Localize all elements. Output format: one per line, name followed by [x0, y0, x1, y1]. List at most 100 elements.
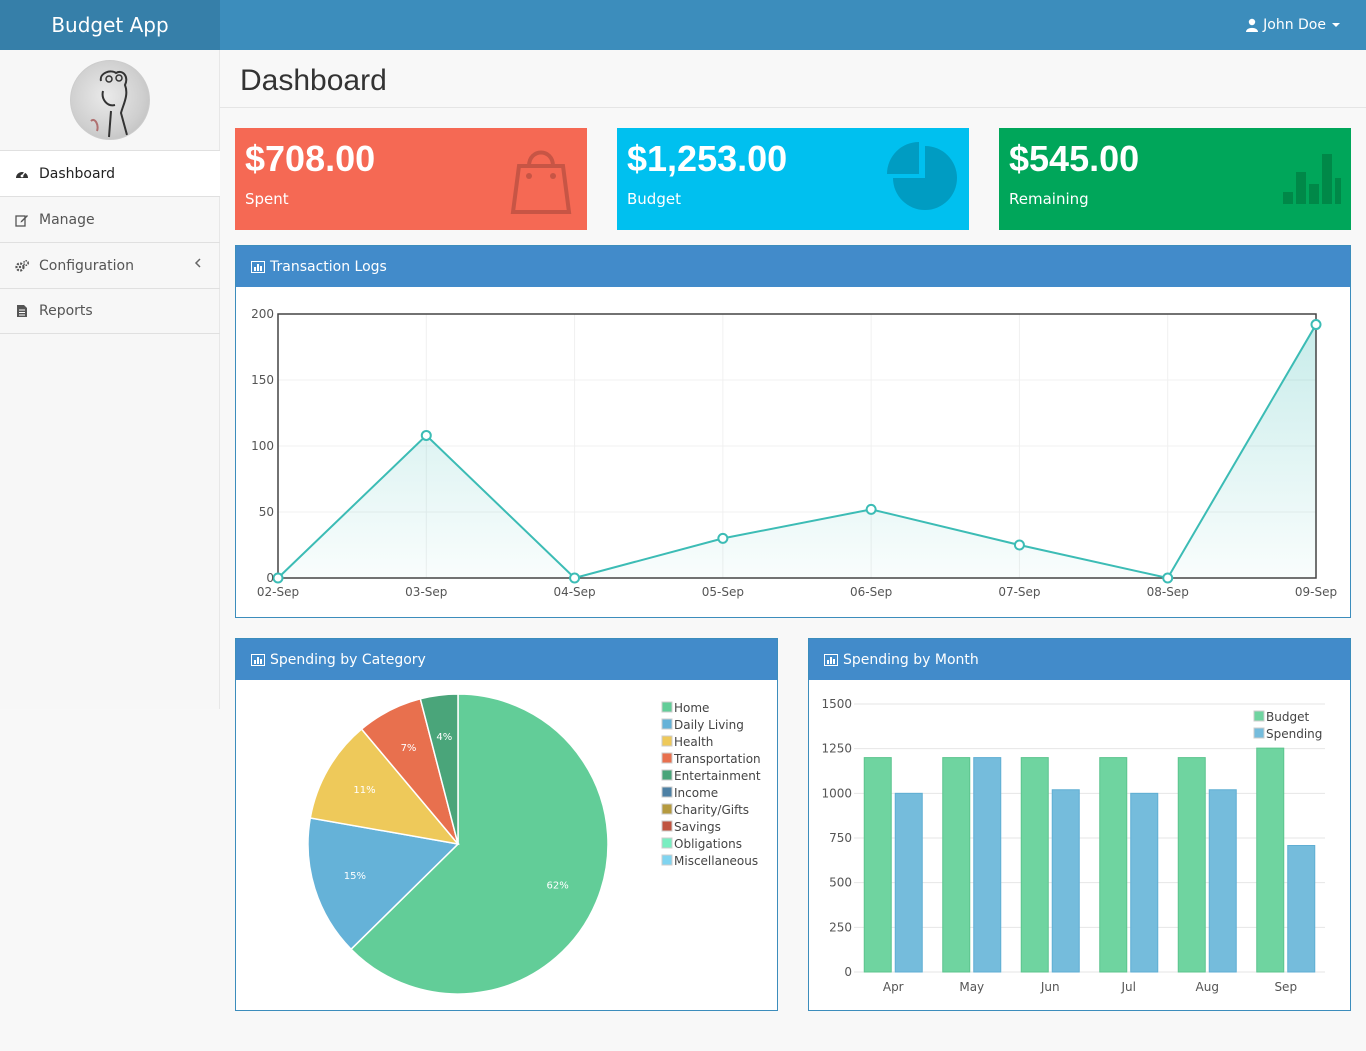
bar: [1287, 845, 1316, 973]
y-tick-label: 0: [844, 965, 852, 979]
legend-label: Income: [674, 786, 718, 800]
pie-slice: [309, 728, 460, 846]
bar: [1051, 789, 1080, 973]
stat-amount: $1,253.00: [627, 138, 788, 179]
legend-swatch: [661, 820, 673, 832]
x-tick-label: 07-Sep: [998, 585, 1040, 599]
sidebar-item-manage[interactable]: Manage: [0, 196, 220, 242]
bar: [1256, 747, 1285, 973]
bar: [942, 757, 971, 973]
top-navbar: John Doe: [220, 0, 1366, 50]
file-icon: [15, 304, 29, 318]
stat-box-spent: $708.00 Spent: [235, 128, 587, 230]
x-tick-label: 04-Sep: [553, 585, 595, 599]
legend-label: Spending: [1266, 727, 1322, 741]
pie-slice: [307, 817, 460, 951]
data-point: [717, 532, 729, 544]
stat-amount: $545.00: [1009, 138, 1140, 179]
sidebar-item-dashboard[interactable]: Dashboard: [0, 150, 220, 196]
data-point: [420, 429, 432, 441]
panel-header: Spending by Month: [809, 639, 1350, 680]
shopping-bag-icon: [510, 150, 572, 214]
y-tick-label: 1250: [821, 742, 852, 756]
avatar-image: [90, 70, 128, 138]
x-tick-label: 09-Sep: [1295, 585, 1337, 599]
pie-slice: [350, 693, 609, 995]
y-tick-label: 250: [829, 920, 852, 934]
user-icon: [1246, 18, 1259, 32]
bar: [1208, 789, 1237, 973]
y-tick-label: 150: [251, 373, 274, 387]
legend-label: Daily Living: [674, 718, 744, 732]
sidebar-item-label: Manage: [39, 211, 95, 228]
legend-swatch: [1253, 727, 1265, 739]
spending-by-month-panel: Spending by Month 0 250 500 750 1000 1250 1500…: [808, 638, 1351, 1011]
pie-slice-label: 11%: [353, 785, 375, 796]
pie-slice-label: 62%: [546, 881, 568, 892]
bar: [1177, 757, 1206, 973]
stat-label: Remaining: [1009, 190, 1089, 208]
sidebar-item-reports[interactable]: Reports: [0, 288, 220, 334]
legend-label: Savings: [674, 820, 721, 834]
stat-box-remaining: $545.00 Remaining: [999, 128, 1351, 230]
x-tick-label: 06-Sep: [850, 585, 892, 599]
user-menu[interactable]: John Doe: [1245, 0, 1340, 50]
x-tick-label: May: [959, 980, 984, 994]
data-point: [272, 572, 284, 584]
bar: [973, 757, 1002, 973]
legend-swatch: [661, 735, 673, 747]
y-tick-label: 0: [266, 571, 274, 585]
legend-label: Transportation: [673, 752, 761, 766]
data-point: [1310, 319, 1322, 331]
x-tick-label: Aug: [1196, 980, 1219, 994]
series-line: [277, 324, 1317, 580]
chevron-left-icon[interactable]: [194, 258, 202, 268]
legend-swatch: [1253, 710, 1265, 722]
legend-label: Charity/Gifts: [674, 803, 749, 817]
edit-icon: [15, 213, 29, 227]
stat-amount: $708.00: [245, 138, 376, 179]
sidebar-nav: Dashboard Manage Configuration Reports: [0, 150, 220, 334]
legend-swatch: [661, 837, 673, 849]
sidebar-item-configuration[interactable]: Configuration: [0, 242, 220, 288]
avatar: [70, 60, 150, 140]
legend-swatch: [661, 701, 673, 713]
x-tick-label: Sep: [1274, 980, 1297, 994]
legend-label: Entertainment: [674, 769, 761, 783]
page-title: Dashboard: [240, 64, 387, 97]
x-tick-label: Jun: [1040, 980, 1060, 994]
y-tick-label: 50: [259, 505, 274, 519]
x-tick-label: 08-Sep: [1147, 585, 1189, 599]
stat-box-budget: $1,253.00 Budget: [617, 128, 969, 230]
bar-chart-icon: [824, 653, 838, 666]
legend-label: Miscellaneous: [674, 854, 758, 868]
y-tick-label: 750: [829, 831, 852, 845]
category-pie-chart: 62% 15% 11% 7% 4% Home Daily Living Health Trans…: [307, 693, 761, 995]
legend-swatch: [661, 718, 673, 730]
panel-title: Spending by Category: [270, 651, 426, 668]
y-tick-label: 100: [251, 439, 274, 453]
x-tick-label: Apr: [883, 980, 904, 994]
stat-label: Spent: [245, 190, 289, 208]
y-tick-label: 200: [251, 307, 274, 321]
x-tick-label: 03-Sep: [405, 585, 447, 599]
page-header: Dashboard: [220, 50, 1366, 108]
brand-logo[interactable]: Budget App: [0, 0, 220, 50]
y-tick-label: 1000: [821, 786, 852, 800]
gears-icon: [15, 259, 29, 273]
bar-chart-icon: [1283, 154, 1341, 204]
bar: [863, 757, 892, 973]
sidebar-item-label: Configuration: [39, 257, 134, 274]
transaction-line-chart: 0 50 100 150 200 02-Sep 03-Sep 04-Sep 05-Sep 06-S…: [251, 307, 1337, 599]
legend-swatch: [661, 752, 673, 764]
x-tick-label: Jul: [1121, 980, 1136, 994]
legend-swatch: [661, 803, 673, 815]
legend-swatch: [661, 786, 673, 798]
pie-slice-label: 4%: [436, 732, 452, 743]
bar: [894, 792, 923, 973]
sidebar-item-label: Reports: [39, 303, 93, 319]
area-fill: [278, 324, 1316, 578]
panel-title: Spending by Month: [843, 651, 979, 668]
data-point: [1162, 572, 1174, 584]
pie-chart-icon: [887, 142, 957, 210]
